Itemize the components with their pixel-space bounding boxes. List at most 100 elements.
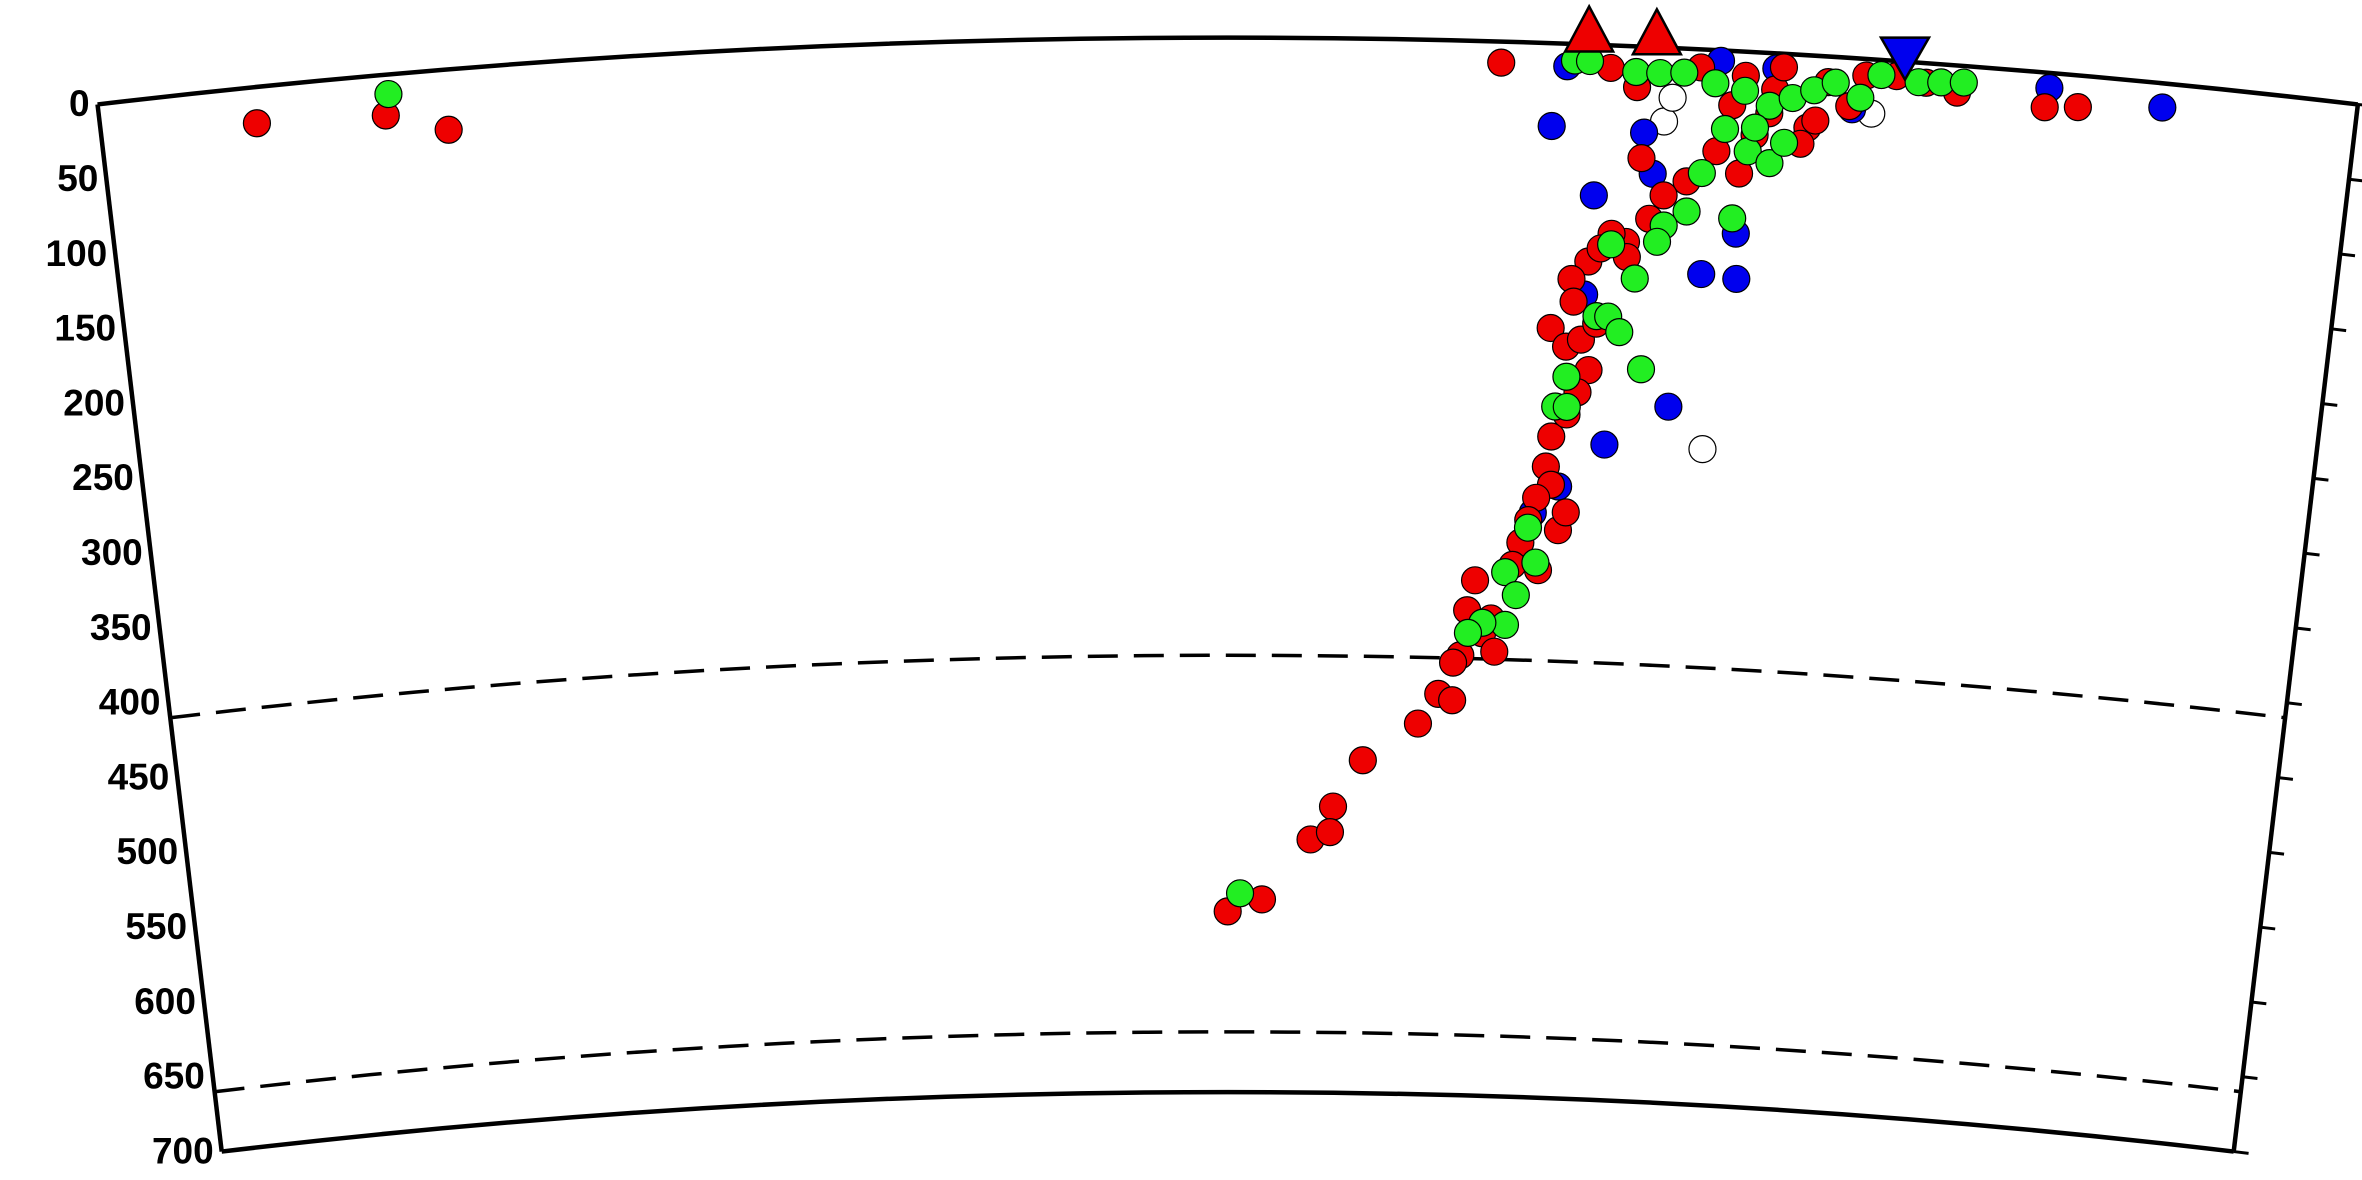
event (1627, 144, 1656, 173)
y-tick (2277, 776, 2294, 781)
event (2063, 93, 2092, 122)
event (1821, 68, 1850, 97)
event (1552, 392, 1581, 422)
y-tick (2331, 327, 2347, 333)
y-tick-label: 0 (69, 83, 90, 124)
event (242, 109, 272, 138)
event (1646, 58, 1675, 88)
event (1438, 686, 1467, 715)
volcano (1630, 6, 1683, 56)
event (1513, 513, 1543, 542)
event (1559, 287, 1588, 316)
volcano (1563, 3, 1616, 53)
event (1687, 259, 1716, 289)
event (1769, 128, 1799, 157)
event (1579, 181, 1608, 210)
event (1318, 792, 1348, 821)
event (1649, 181, 1678, 210)
event (1487, 48, 1516, 77)
event (2148, 93, 2177, 122)
event (1658, 83, 1687, 112)
y-tick (2357, 102, 2362, 107)
y-tick-label: 550 (125, 906, 187, 947)
event (1688, 435, 1717, 464)
event (1620, 264, 1649, 293)
event (1521, 548, 1550, 577)
event (1537, 111, 1566, 141)
event (1769, 53, 1799, 82)
discontinuity-line (214, 1030, 2241, 1094)
event (1460, 566, 1490, 595)
y-tick (2260, 925, 2276, 931)
y-tick (2313, 476, 2329, 482)
y-tick (2339, 252, 2356, 258)
y-tick-label: 300 (81, 532, 143, 573)
event (1605, 318, 1634, 347)
y-tick (2233, 1150, 2249, 1155)
frame-side (95, 104, 224, 1152)
event (1501, 580, 1530, 610)
event (1629, 118, 1659, 147)
y-tick (2304, 551, 2320, 557)
event (1687, 158, 1716, 188)
y-tick-label: 100 (46, 233, 108, 274)
y-tick-label: 350 (90, 607, 152, 648)
event (1622, 57, 1651, 87)
y-tick-label: 500 (116, 831, 178, 872)
event (1710, 114, 1740, 144)
trench (1878, 36, 1932, 83)
y-tick-label: 200 (63, 382, 125, 423)
y-tick-label: 250 (72, 457, 134, 498)
y-tick-label: 450 (108, 756, 170, 797)
event (1949, 68, 1978, 97)
y-tick (2322, 402, 2338, 407)
event (1755, 149, 1784, 178)
event (1480, 637, 1509, 666)
event (1701, 69, 1730, 98)
y-tick-label: 400 (99, 682, 161, 723)
event (2030, 93, 2059, 122)
y-tick-label: 700 (152, 1130, 214, 1171)
y-tick (2348, 177, 2362, 183)
y-tick-label: 600 (134, 981, 196, 1022)
y-tick (2268, 850, 2285, 856)
event (374, 79, 403, 109)
event (1537, 422, 1566, 451)
y-tick-label: 50 (57, 158, 98, 199)
event (1846, 83, 1875, 112)
y-tick (2295, 626, 2311, 632)
event (1626, 355, 1656, 384)
event (1403, 709, 1433, 738)
event (1642, 227, 1672, 256)
frame-bottom (221, 1089, 2234, 1154)
event (1654, 392, 1683, 421)
event (1801, 106, 1830, 135)
event (1536, 313, 1565, 343)
y-tick-label: 150 (54, 308, 116, 349)
event (1867, 60, 1896, 90)
event (1348, 746, 1377, 775)
event (1597, 230, 1626, 259)
event (1590, 430, 1619, 459)
event (1718, 204, 1747, 233)
event (1225, 879, 1255, 908)
event (1730, 76, 1760, 105)
event (1670, 58, 1699, 87)
event (1453, 618, 1483, 647)
event (1552, 362, 1581, 391)
discontinuity-line (170, 653, 2286, 720)
event (1672, 197, 1701, 226)
y-tick (2242, 1075, 2258, 1081)
y-tick (2286, 701, 2302, 707)
event (1551, 498, 1580, 527)
event (1722, 264, 1751, 294)
frame-top (97, 35, 2359, 107)
event (1315, 818, 1345, 847)
event (1438, 648, 1468, 677)
y-tick-label: 650 (143, 1056, 205, 1097)
event (434, 115, 463, 144)
event (1491, 558, 1520, 587)
event (1740, 113, 1770, 142)
